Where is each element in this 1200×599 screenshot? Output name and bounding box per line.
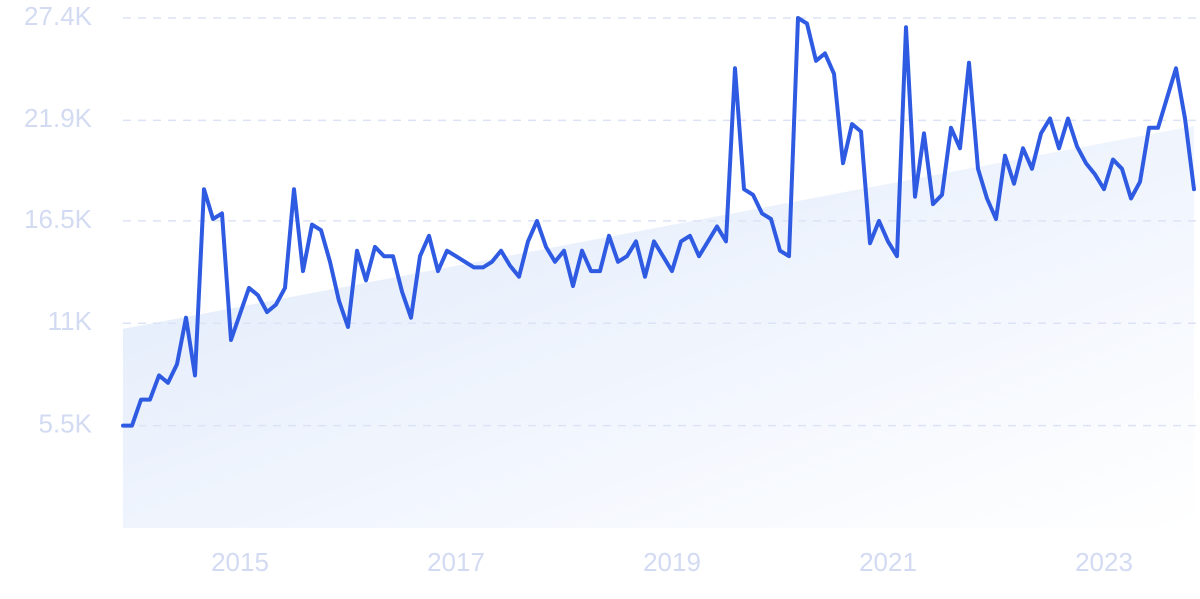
data-line bbox=[121, 16, 1196, 428]
y-tick-label: 16.5K bbox=[24, 204, 93, 234]
y-tick-label: 27.4K bbox=[24, 1, 93, 31]
x-tick-label: 2017 bbox=[427, 547, 485, 577]
trend-area bbox=[123, 125, 1194, 528]
x-tick-label: 2023 bbox=[1075, 547, 1133, 577]
x-tick-label: 2019 bbox=[643, 547, 701, 577]
y-tick-label: 21.9K bbox=[24, 103, 93, 133]
y-tick-label: 11K bbox=[48, 306, 93, 336]
x-tick-label: 2015 bbox=[211, 547, 269, 577]
y-tick-label: 5.5K bbox=[39, 409, 93, 439]
x-tick-label: 2021 bbox=[859, 547, 917, 577]
